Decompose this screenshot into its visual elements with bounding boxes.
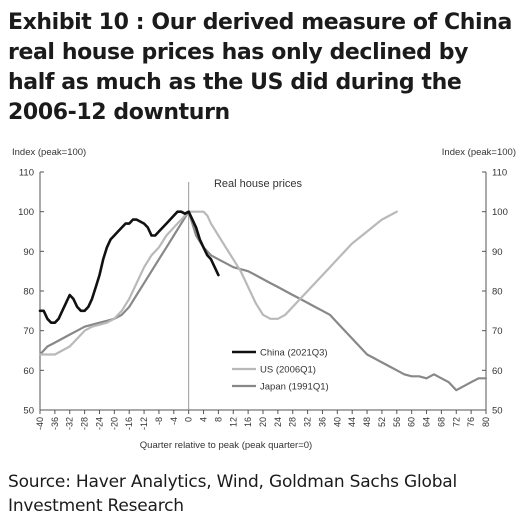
y-tick-label-left: 70 [23,326,34,337]
x-tick-label: -4 [169,417,179,425]
x-tick-label: 28 [288,417,298,427]
x-tick-label: -20 [109,417,119,430]
x-tick-label: 36 [317,417,327,427]
y-tick-label-right: 70 [492,326,503,337]
x-tick-label: 0 [184,417,194,422]
x-tick-label: 24 [273,417,283,427]
x-tick-label: 60 [407,417,417,427]
x-tick-label: -24 [94,417,104,430]
y-tick-label-left: 50 [23,406,34,417]
exhibit-title: Exhibit 10 : Our derived measure of Chin… [8,10,512,125]
y-tick-label-left: 60 [23,366,34,377]
y-tick-label-left: 90 [23,247,34,258]
x-tick-label: -28 [80,417,90,430]
y-tick-label-left: 100 [18,207,34,218]
x-tick-label: 4 [199,417,209,422]
x-tick-label: -36 [50,417,60,430]
x-tick-label: -12 [139,417,149,430]
x-tick-label: 16 [243,417,253,427]
legend: China (2021Q3) US (2006Q1) Japan (1991Q1) [232,348,329,393]
legend-label: US (2006Q1) [260,365,316,376]
series-line-japan [38,210,488,392]
x-tick-label: 20 [258,417,268,427]
chart-title: Real house prices [214,178,303,190]
x-axis-label: Quarter relative to peak (peak quarter=0… [140,440,312,451]
x-tick-label: 72 [451,417,461,427]
x-tick-label: -16 [124,417,134,430]
series-line-china [38,210,220,324]
source-note: Source: Haver Analytics, Wind, Goldman S… [8,472,458,516]
x-tick-label: 68 [436,417,446,427]
x-tick-label: 48 [362,417,372,427]
y-tick-label-right: 90 [492,247,503,258]
x-tick-label: -40 [35,417,45,430]
y-axis-label-left: Index (peak=100) [12,147,86,158]
y-tick-label-right: 50 [492,406,503,417]
series-layer [38,210,488,392]
x-tick-label: 32 [303,417,313,427]
y-tick-label-left: 110 [19,168,34,179]
line-chart: Index (peak=100) Index (peak=100) Real h… [12,147,516,451]
x-tick-label: -8 [154,417,164,425]
series-line-us [38,210,398,356]
y-tick-label-right: 60 [492,366,503,377]
x-tick-label: 44 [347,417,357,427]
y-tick-label-right: 100 [492,207,508,218]
x-tick-label: 80 [481,417,491,427]
y-tick-label-left: 80 [23,287,34,298]
x-tick-label: -32 [65,417,75,430]
x-tick-label: 40 [332,417,342,427]
x-tick-label: 56 [392,417,402,427]
y-tick-label-right: 110 [492,168,507,179]
x-tick-label: 8 [213,417,223,422]
x-tick-label: 76 [466,417,476,427]
y-axis-label-right: Index (peak=100) [442,147,516,158]
x-tick-label: 12 [228,417,238,427]
legend-label: Japan (1991Q1) [260,382,329,393]
x-tick-label: 64 [422,417,432,427]
y-tick-label-right: 80 [492,287,503,298]
legend-label: China (2021Q3) [260,348,328,359]
x-tick-label: 52 [377,417,387,427]
